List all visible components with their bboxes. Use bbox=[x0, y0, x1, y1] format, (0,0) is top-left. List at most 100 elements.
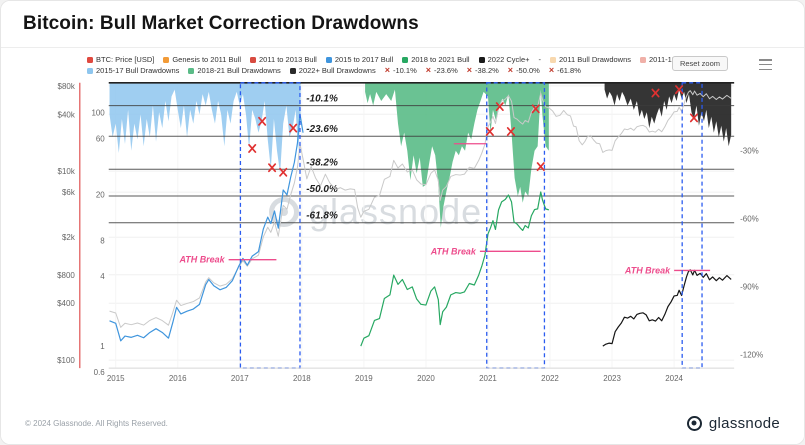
multiple-axis-label: 8 bbox=[100, 237, 105, 246]
price-axis-label: $80k bbox=[58, 82, 75, 91]
ath-break-label: ATH Break bbox=[178, 255, 225, 265]
legend-item[interactable]: 2015-17 Bull Drawdowns bbox=[87, 66, 179, 75]
legend-item[interactable]: 2011 Bull Drawdowns bbox=[550, 55, 631, 64]
drawdown-level-label: -38.2% bbox=[306, 157, 338, 168]
legend-swatch bbox=[163, 56, 170, 63]
legend-item[interactable]: 2022+ Bull Drawdowns bbox=[289, 66, 376, 75]
drawdown-area-2022-bull-drawdowns bbox=[604, 82, 732, 147]
legend-label: 2015-17 Bull Drawdowns bbox=[96, 66, 180, 75]
price-line-2022-cycle bbox=[602, 269, 732, 347]
price-line-2015-to-2017-bull bbox=[109, 113, 304, 342]
ath-break-label: ATH Break bbox=[624, 265, 671, 275]
drawdown-level-label: -23.6% bbox=[306, 124, 338, 135]
legend-item[interactable]: - bbox=[539, 55, 542, 64]
legend-swatch bbox=[325, 56, 332, 63]
price-axis-label: $10k bbox=[58, 167, 75, 176]
drawdown-level-label: -10.1% bbox=[306, 94, 338, 105]
page-title: Bitcoin: Bull Market Correction Drawdown… bbox=[23, 13, 419, 34]
drawdown-area-2015-17-bull-drawdowns bbox=[109, 82, 301, 174]
legend-label: -50.0% bbox=[516, 66, 540, 75]
year-axis-label: 2019 bbox=[355, 374, 373, 383]
multiple-axis-label: 20 bbox=[96, 190, 105, 199]
legend-swatch bbox=[550, 56, 557, 63]
legend-label: -38.2% bbox=[475, 66, 499, 75]
year-axis-label: 2018 bbox=[293, 374, 311, 383]
correction-x-marker bbox=[268, 163, 277, 173]
glassnode-logo-icon bbox=[686, 415, 702, 431]
legend-swatch bbox=[402, 56, 409, 63]
legend-item[interactable]: × -61.8% bbox=[548, 65, 581, 76]
correction-x-marker bbox=[531, 104, 540, 114]
correction-x-marker bbox=[279, 167, 288, 177]
legend-label: 2011 to 2013 Bull bbox=[259, 55, 317, 64]
price-line-2018-to-2021-bull bbox=[360, 191, 550, 347]
legend-item[interactable]: BTC: Price [USD] bbox=[87, 55, 154, 64]
drawdown-area-2018-21-bull-drawdowns bbox=[365, 82, 549, 228]
legend-x-icon: × bbox=[548, 65, 555, 75]
price-axis-label: $40k bbox=[58, 110, 75, 119]
multiple-axis-label: 4 bbox=[100, 272, 105, 281]
footer-copyright: © 2024 Glassnode. All Rights Reserved. bbox=[25, 418, 168, 428]
ath-break-label: ATH Break bbox=[430, 246, 477, 256]
correction-x-marker bbox=[495, 102, 504, 112]
legend-item[interactable]: 2018-21 Bull Drawdowns bbox=[188, 66, 281, 75]
legend-label: 2022 Cycle+ bbox=[487, 55, 530, 64]
legend-item[interactable]: Genesis to 2011 Bull bbox=[163, 55, 241, 64]
legend-label: -10.1% bbox=[392, 66, 417, 75]
legend-label: 2015 to 2017 Bull bbox=[334, 55, 394, 64]
header: Bitcoin: Bull Market Correction Drawdown… bbox=[1, 1, 804, 48]
legend-label: 2011-13 Bull Drawdowns bbox=[649, 55, 683, 64]
drawdown-axis-label: -120% bbox=[740, 351, 763, 360]
drawdown-level-label: -50.0% bbox=[306, 184, 338, 195]
chart-menu-icon[interactable] bbox=[759, 59, 772, 70]
legend-label: -23.6% bbox=[434, 66, 458, 75]
legend-item[interactable]: × -23.6% bbox=[426, 66, 458, 76]
correction-x-marker bbox=[258, 116, 267, 126]
legend-label: 2018-21 Bull Drawdowns bbox=[197, 66, 281, 75]
year-axis-label: 2021 bbox=[479, 374, 497, 383]
legend-swatch bbox=[87, 67, 93, 74]
multiple-axis-label: 0.6 bbox=[94, 368, 106, 377]
legend-swatch bbox=[640, 56, 646, 63]
correction-x-marker bbox=[651, 88, 660, 98]
legend-swatch bbox=[478, 56, 485, 63]
legend-item[interactable]: 2011 to 2013 Bull bbox=[250, 55, 317, 64]
footer: © 2024 Glassnode. All Rights Reserved. g… bbox=[1, 402, 804, 444]
legend-label: -61.8% bbox=[557, 66, 581, 75]
multiple-axis-label: 60 bbox=[96, 135, 105, 144]
correction-x-marker bbox=[289, 123, 298, 133]
glassnode-logo: glassnode bbox=[686, 415, 780, 432]
multiple-axis-label: 1 bbox=[100, 342, 105, 351]
year-axis-label: 2020 bbox=[417, 374, 435, 383]
legend-x-icon: × bbox=[507, 65, 514, 75]
legend-row-1: BTC: Price [USD] Genesis to 2011 Bull 2011… bbox=[87, 54, 683, 65]
year-axis-label: 2017 bbox=[231, 374, 249, 383]
price-axis-label: $2k bbox=[62, 233, 75, 242]
drawdown-axis-label: -30% bbox=[740, 147, 759, 156]
price-axis-label: $100 bbox=[57, 356, 75, 365]
correction-x-marker bbox=[675, 85, 684, 95]
legend-x-icon: × bbox=[384, 65, 390, 75]
drawdown-axis-label: -90% bbox=[740, 283, 759, 292]
legend-swatch bbox=[289, 67, 296, 74]
legend-item[interactable]: × -10.1% bbox=[384, 65, 417, 76]
price-axis-label: $6k bbox=[62, 188, 75, 197]
legend-item[interactable]: × -50.0% bbox=[507, 65, 540, 76]
price-axis-label: $400 bbox=[57, 299, 75, 308]
legend-x-icon: × bbox=[466, 65, 473, 75]
correction-x-marker bbox=[506, 127, 515, 136]
legend-item[interactable]: 2022 Cycle+ bbox=[478, 55, 530, 64]
legend-item[interactable]: 2015 to 2017 Bull bbox=[325, 55, 394, 64]
legend-label: BTC: Price [USD] bbox=[96, 55, 155, 64]
zoom-selection-box bbox=[239, 82, 301, 369]
year-axis-label: 2023 bbox=[603, 374, 621, 383]
reset-zoom-button[interactable]: Reset zoom bbox=[671, 56, 728, 71]
legend-label: 2018 to 2021 Bull bbox=[411, 55, 470, 64]
multiple-axis-label: 100 bbox=[91, 109, 105, 118]
legend-item[interactable]: 2011-13 Bull Drawdowns bbox=[640, 55, 683, 64]
legend-item[interactable]: × -38.2% bbox=[466, 65, 499, 76]
legend-item[interactable]: 2018 to 2021 Bull bbox=[402, 55, 470, 64]
legend-swatch bbox=[250, 56, 256, 63]
